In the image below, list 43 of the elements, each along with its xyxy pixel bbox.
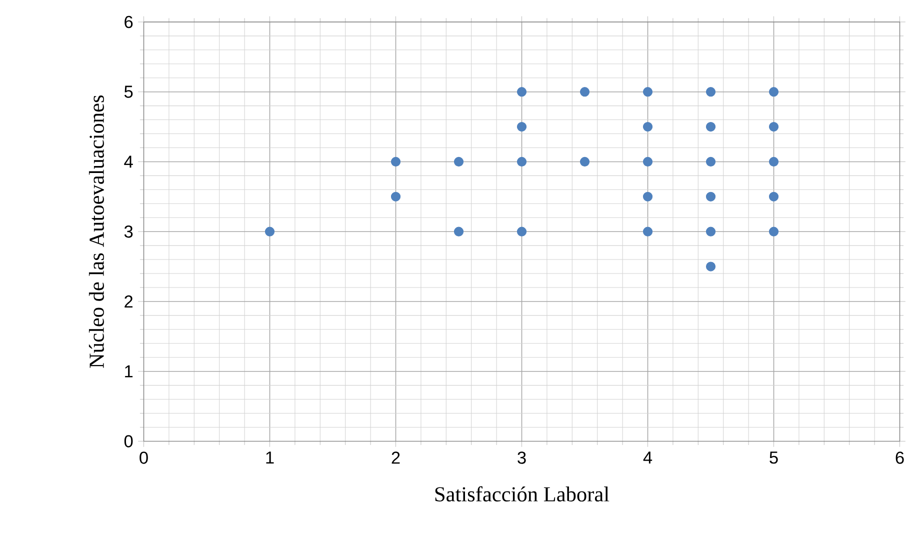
- x-tick-label: 1: [266, 452, 274, 464]
- y-tick-label: 3: [124, 225, 133, 238]
- point: [454, 226, 464, 236]
- y-tick-label: 1: [125, 365, 133, 378]
- point: [642, 156, 653, 166]
- point: [580, 87, 590, 97]
- point: [768, 122, 779, 132]
- point: [768, 156, 779, 166]
- point: [516, 226, 527, 236]
- y-tick-label: 6: [124, 16, 133, 28]
- point: [642, 87, 653, 97]
- y-tick-label: 4: [124, 156, 133, 168]
- point: [768, 226, 779, 236]
- point: [642, 226, 653, 236]
- x-tick-label: 2: [392, 452, 400, 464]
- point: [580, 156, 590, 166]
- point: [516, 122, 527, 132]
- y-tick-label: 5: [124, 86, 133, 98]
- point: [706, 262, 716, 272]
- point: [642, 122, 653, 132]
- point: [768, 87, 779, 97]
- x-tick-label: 6: [896, 452, 904, 464]
- y-tick-label: 0: [124, 435, 133, 448]
- x-tick-label: 0: [140, 452, 148, 464]
- x-tick-label: 5: [770, 452, 778, 464]
- x-axis-title: Satisfacción Laboral: [435, 486, 610, 502]
- point: [706, 122, 716, 132]
- y-tick-label: 2: [124, 295, 132, 308]
- point: [390, 156, 401, 166]
- point: [516, 87, 527, 97]
- point: [390, 192, 401, 202]
- point: [706, 226, 716, 236]
- x-tick-label: 4: [643, 452, 652, 464]
- y-axis-title: Núcleo de las Autoevaluaciones: [88, 95, 104, 368]
- point: [454, 156, 464, 166]
- point: [768, 192, 779, 202]
- point: [264, 226, 275, 236]
- point: [706, 192, 716, 202]
- point: [706, 87, 716, 97]
- x-tick-label: 3: [518, 452, 526, 464]
- point: [706, 156, 716, 166]
- point: [516, 156, 527, 166]
- point: [642, 192, 653, 202]
